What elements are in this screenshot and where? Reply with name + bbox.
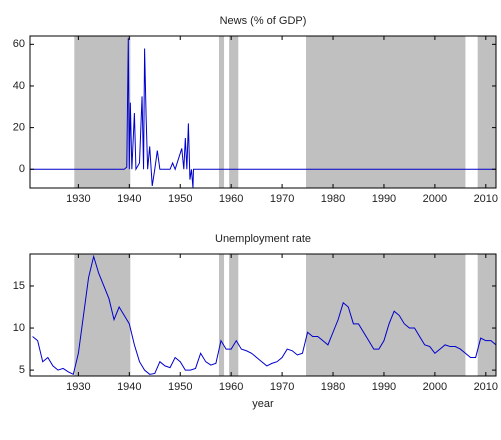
shaded-period	[306, 254, 466, 376]
x-tick-label: 1990	[372, 381, 396, 393]
x-tick-label: 1950	[168, 193, 192, 205]
x-tick-label: 2010	[474, 381, 498, 393]
x-tick-label: 1930	[66, 381, 90, 393]
axes-frame	[29, 35, 497, 189]
data-line	[32, 254, 497, 376]
x-tick-label: 2000	[423, 193, 447, 205]
x-tick-label: 1960	[219, 193, 243, 205]
x-tick-label: 1990	[372, 193, 396, 205]
y-tick-label: 5	[19, 364, 25, 376]
axes-frame	[29, 253, 497, 377]
shaded-period	[306, 36, 466, 188]
x-tick-label: 1960	[219, 381, 243, 393]
chart-title: News (% of GDP)	[220, 15, 307, 27]
y-tick-label: 20	[13, 122, 25, 134]
y-tick-label: 40	[13, 80, 25, 92]
chart-title: Unemployment rate	[215, 233, 311, 245]
y-tick-label: 0	[19, 163, 25, 175]
x-tick-label: 1940	[117, 193, 141, 205]
shaded-period	[229, 254, 239, 376]
x-tick-label: 1940	[117, 381, 141, 393]
x-tick-label: 1970	[270, 193, 294, 205]
shaded-period	[74, 254, 131, 376]
y-tick-label: 60	[13, 38, 25, 50]
x-tick-label: 2010	[474, 193, 498, 205]
shaded-period	[218, 36, 225, 188]
shaded-period	[74, 36, 131, 188]
y-tick-label: 15	[13, 280, 25, 292]
shaded-period	[477, 36, 496, 188]
x-tick-label: 1970	[270, 381, 294, 393]
y-tick-label: 10	[13, 322, 25, 334]
shaded-period	[218, 254, 225, 376]
shaded-period	[477, 254, 496, 376]
x-tick-label: 1930	[66, 193, 90, 205]
shaded-period	[229, 36, 239, 188]
x-tick-label: 1950	[168, 381, 192, 393]
data-line	[30, 38, 496, 189]
x-tick-label: 1980	[321, 193, 345, 205]
x-tick-label: 1980	[321, 381, 345, 393]
x-axis-label: year	[252, 398, 274, 410]
x-tick-label: 2000	[423, 381, 447, 393]
